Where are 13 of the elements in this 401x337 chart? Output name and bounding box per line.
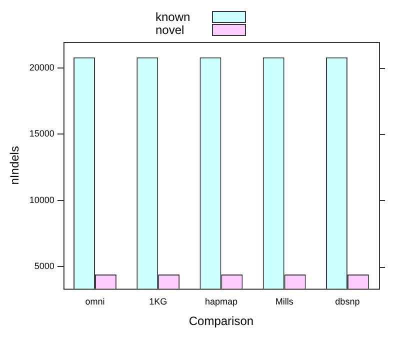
legend-label: novel — [156, 22, 186, 36]
x-tick-label: dbsnp — [335, 296, 360, 307]
legend-label: known — [156, 10, 192, 24]
y-tick-label: 5000 — [34, 261, 54, 272]
x-axis-title: Comparison — [188, 314, 254, 328]
y-axis-title: nIndels — [8, 146, 22, 185]
x-tick-label: Mills — [275, 296, 294, 307]
y-tick-label: 15000 — [29, 128, 54, 139]
x-tick-label: omni — [85, 296, 105, 307]
y-tick-label: 20000 — [29, 62, 54, 72]
x-tick-label: 1KG — [149, 296, 168, 307]
x-tick-label: hapmap — [204, 296, 238, 307]
y-tick-label: 10000 — [29, 194, 54, 205]
